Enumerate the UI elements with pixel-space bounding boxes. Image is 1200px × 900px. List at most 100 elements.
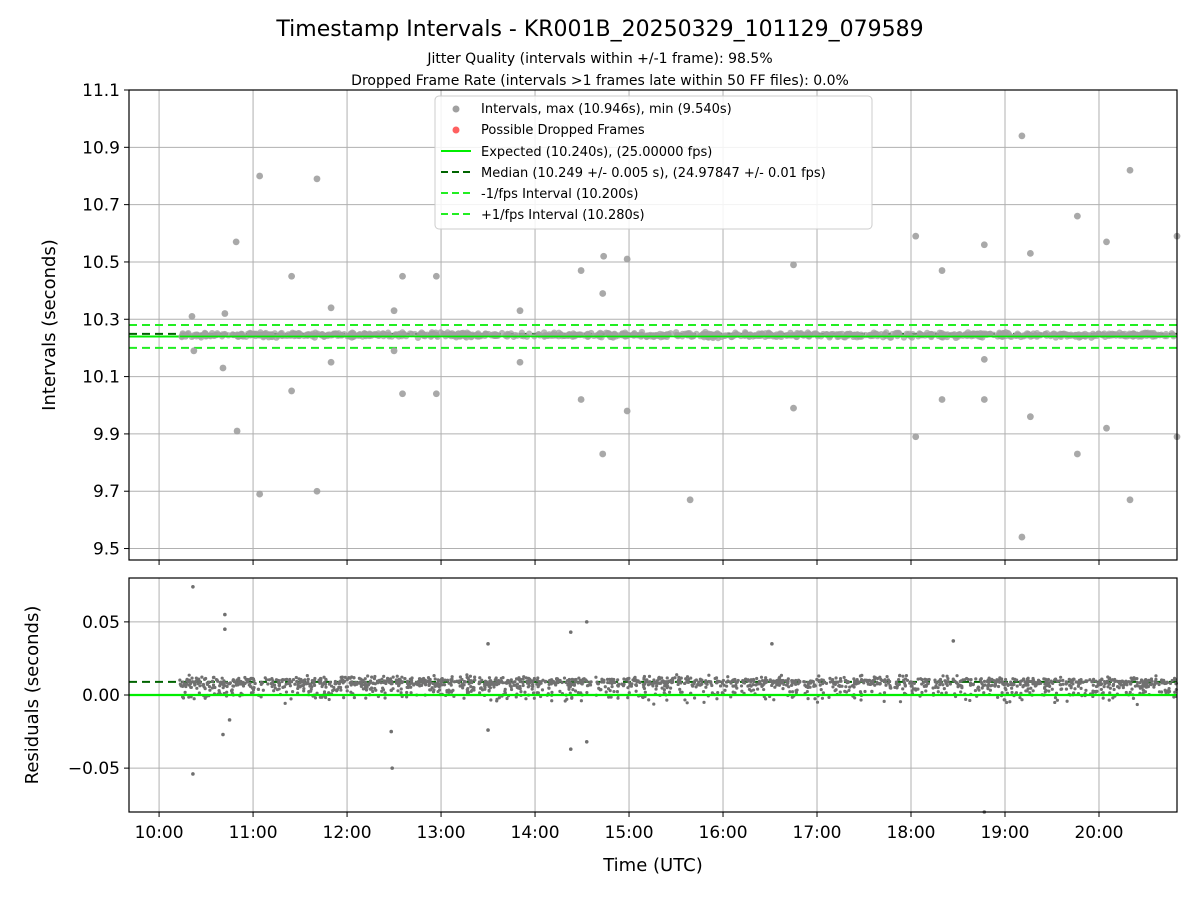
residual-point-cluster — [1139, 685, 1143, 689]
residual-point-cluster — [923, 677, 927, 681]
residual-point-cluster — [305, 674, 309, 678]
interval-point — [232, 238, 240, 246]
residual-point-cluster — [971, 682, 975, 686]
residual-point-cluster — [382, 674, 386, 678]
bottom-y-axis-label: Residuals (seconds) — [22, 606, 43, 785]
residual-point-cluster — [757, 679, 761, 683]
bottom-y-tick-label: 0.00 — [82, 686, 120, 706]
residual-point-cluster — [554, 681, 558, 685]
residual-point-cluster — [537, 682, 541, 686]
residual-point-cluster — [1070, 679, 1074, 683]
residual-point-cluster — [634, 683, 639, 688]
residual-point-cluster — [1061, 678, 1065, 682]
residual-point-cluster — [581, 677, 585, 681]
residual-point-cluster — [1034, 683, 1038, 687]
residual-point-cluster — [183, 690, 187, 694]
residual-point-cluster — [1154, 674, 1158, 678]
residual-point-cluster — [218, 680, 222, 685]
residual-point-cluster — [1163, 681, 1168, 685]
residual-point-cluster — [1172, 676, 1177, 680]
residual-point-cluster — [364, 680, 368, 685]
residual-point-cluster — [875, 680, 879, 685]
residual-point-cluster — [710, 683, 714, 688]
interval-point-cluster — [189, 332, 197, 339]
x-tick-label: 10:00 — [135, 823, 184, 843]
interval-point-cluster — [844, 332, 852, 339]
residual-point-cluster — [951, 677, 955, 681]
bottom-y-ticks: −0.05 0.00 0.05 — [68, 613, 129, 779]
residual-point-cluster — [698, 677, 702, 681]
residual-point-cluster — [478, 676, 482, 680]
residual-point-cluster — [1044, 679, 1048, 683]
residual-point-cluster — [763, 697, 768, 701]
residual-point-cluster — [863, 689, 867, 694]
residual-point-cluster — [693, 679, 697, 683]
residual-point-cluster — [645, 678, 649, 682]
interval-point — [1126, 166, 1134, 174]
residual-point-cluster — [1173, 690, 1177, 694]
residual-point-cluster — [842, 675, 846, 680]
residual-point-cluster — [482, 682, 487, 686]
residual-point-cluster — [1000, 677, 1004, 681]
residual-point-cluster — [714, 676, 719, 680]
residual-point-cluster — [1160, 690, 1164, 694]
residual-point-cluster — [212, 675, 216, 679]
residual-point-cluster — [495, 679, 500, 683]
residual-point-cluster — [1145, 679, 1149, 683]
residual-point-cluster — [487, 676, 492, 680]
residual-point-cluster — [207, 685, 212, 689]
residual-point-cluster — [370, 675, 374, 679]
residual-point-cluster — [936, 686, 940, 690]
residual-point-cluster — [944, 691, 948, 695]
residual-point-cluster — [665, 686, 669, 690]
residual-point-cluster — [222, 684, 227, 688]
residual-point-cluster — [1118, 682, 1123, 686]
residual-point-cluster — [293, 682, 297, 686]
residual-point-cluster — [306, 681, 310, 686]
residual-point-cluster — [308, 684, 312, 688]
residual-point-cluster — [662, 681, 666, 685]
residual-point-cluster — [647, 698, 651, 702]
residual-point-cluster — [541, 678, 545, 682]
residual-point-cluster — [372, 677, 377, 681]
residual-point-cluster — [798, 680, 802, 684]
interval-point — [313, 175, 321, 183]
residual-point-cluster — [762, 687, 766, 692]
residual-point-cluster — [1039, 681, 1043, 686]
residual-point-cluster — [506, 681, 510, 685]
residual-point-cluster — [909, 684, 913, 688]
residual-point-cluster — [671, 680, 675, 684]
residual-point-cluster — [924, 684, 928, 688]
interval-point — [623, 255, 631, 263]
residual-point-cluster — [643, 682, 647, 686]
residual-point-cluster — [1099, 687, 1104, 692]
residual-point-cluster — [610, 684, 614, 689]
residual-point-cluster — [465, 675, 469, 679]
interval-point-cluster — [514, 332, 521, 339]
residual-point-cluster — [440, 677, 444, 681]
residual-point-cluster — [788, 690, 792, 694]
residual-point-cluster — [529, 680, 533, 684]
residual-point-cluster — [898, 700, 903, 704]
residual-point-cluster — [544, 679, 548, 683]
residual-point-cluster — [948, 682, 952, 686]
residual-point-cluster — [361, 678, 365, 683]
residual-point-cluster — [1064, 687, 1069, 691]
interval-point — [790, 261, 797, 269]
residual-point-cluster — [349, 690, 353, 694]
residual-point-cluster — [606, 680, 610, 685]
residual-point-cluster — [409, 691, 413, 695]
residual-point-cluster — [570, 677, 574, 681]
residual-point-cluster — [280, 679, 284, 684]
residual-point-cluster — [235, 678, 239, 682]
residual-point-cluster — [1130, 687, 1134, 691]
residual-point-cluster — [973, 688, 978, 693]
top-y-ticks: 9.5 9.7 9.9 10.1 10.3 10.5 10.7 10.9 11.1 — [82, 81, 129, 560]
residual-point-cluster — [1073, 687, 1077, 691]
interval-point — [188, 313, 196, 320]
residual-point-cluster — [443, 678, 447, 682]
residual-point-cluster — [853, 681, 857, 685]
residual-point-cluster — [1047, 689, 1051, 693]
legend-marker-dropped — [452, 126, 460, 134]
residual-point-cluster — [519, 690, 523, 694]
